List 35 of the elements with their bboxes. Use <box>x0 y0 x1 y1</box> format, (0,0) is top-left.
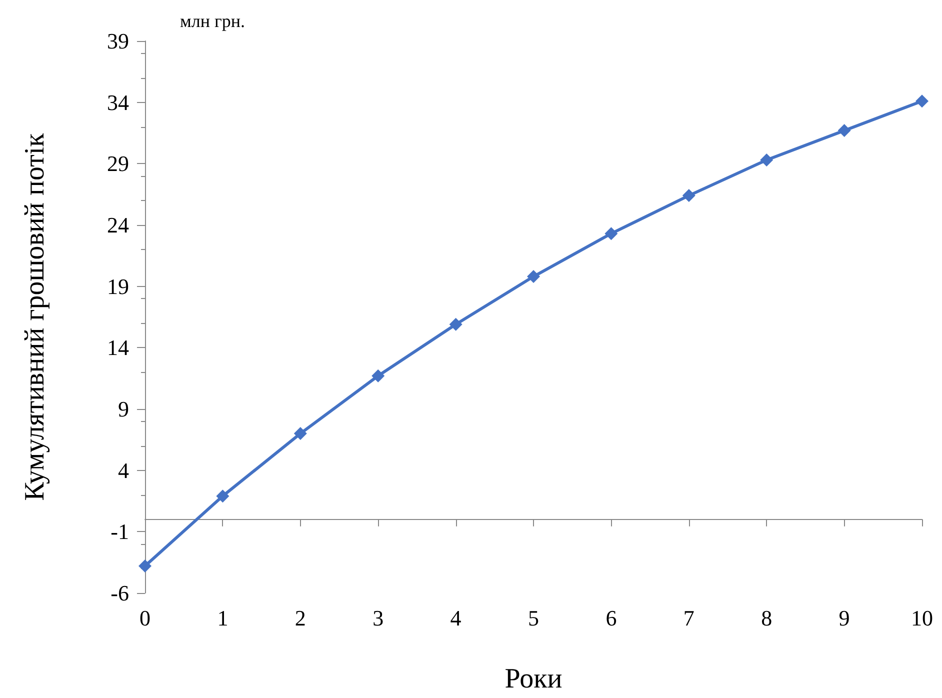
point <box>216 490 230 503</box>
y-tick-label: 39 <box>107 28 129 54</box>
x-tick-label: 2 <box>294 606 306 630</box>
y-tick-label: 24 <box>107 212 129 238</box>
text: млн грн. <box>180 11 246 31</box>
y-tick-label: 14 <box>107 335 129 360</box>
x-tick-label: 0 <box>140 606 150 630</box>
point <box>449 318 462 331</box>
x-tick-label: 10 <box>911 606 933 630</box>
x-tick-label: 1 <box>217 606 228 630</box>
y-axis-title: Кумулятивний грошовий потік <box>20 132 50 501</box>
x-tick-label: 5 <box>528 606 539 630</box>
y-tick-label: 4 <box>118 458 129 483</box>
x-tick-label: 7 <box>683 606 694 630</box>
x-tick-label: 4 <box>450 606 462 630</box>
point <box>138 560 152 573</box>
y-tick-label: 19 <box>107 274 129 299</box>
point <box>527 270 540 284</box>
y-tick-label: -1 <box>110 519 129 544</box>
point <box>916 94 928 108</box>
point <box>294 427 307 440</box>
x-axis-title: Роки <box>504 664 562 694</box>
x-tick-label: 6 <box>606 606 617 630</box>
y-tick-label: 29 <box>107 151 129 176</box>
x-tick-label: 3 <box>372 606 384 630</box>
y-tick-label: -6 <box>110 580 129 606</box>
y-tick-label: 9 <box>118 396 129 422</box>
x-tick-label: 9 <box>838 606 850 630</box>
point <box>838 124 851 138</box>
point <box>604 227 618 240</box>
point <box>760 153 774 166</box>
y-tick-label: 34 <box>107 90 129 115</box>
x-tick-label: 8 <box>761 606 772 630</box>
point <box>682 189 696 202</box>
point <box>372 369 385 382</box>
